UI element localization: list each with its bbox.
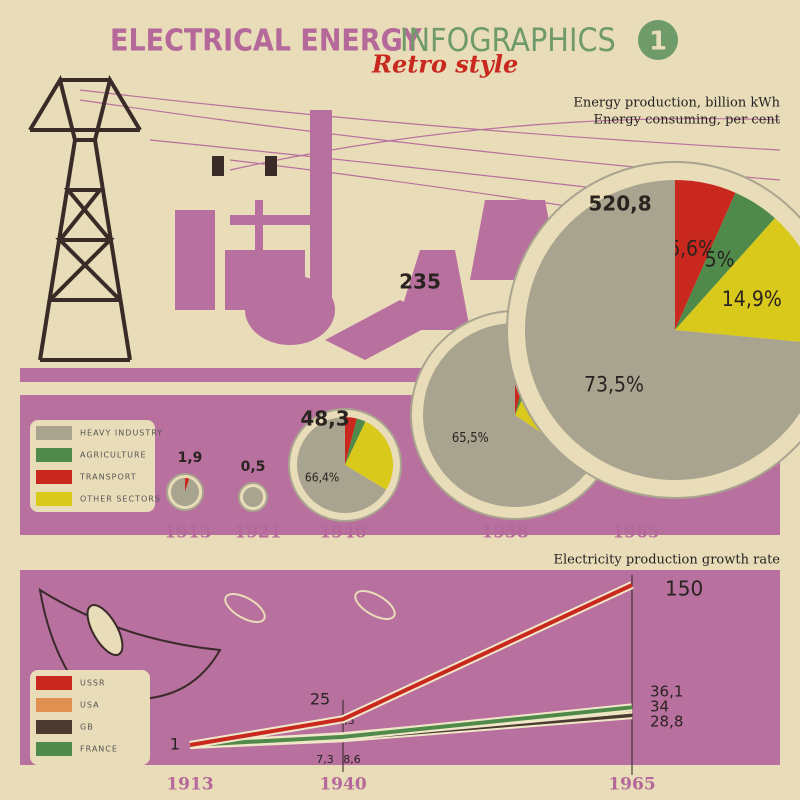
pie-year-label: 1921 (234, 523, 281, 543)
legend-label: USSR (80, 679, 106, 688)
badge-circle (638, 20, 678, 60)
legend-swatch (36, 426, 72, 440)
pie-slice (675, 218, 800, 342)
line-legend-box (30, 670, 150, 765)
line-value-label: 1 (170, 735, 180, 754)
legend-label: GB (80, 723, 94, 732)
pie-total-label: 1,9 (178, 450, 203, 466)
pie-value-label: 14,9% (722, 287, 782, 311)
legend-swatch (36, 470, 72, 484)
x-tick-label: 1940 (319, 775, 366, 795)
pie-year-label: 1965 (612, 523, 659, 543)
line-value-label: 36,1 (650, 683, 683, 701)
pie-slice (675, 180, 736, 330)
pie-slice (171, 478, 200, 507)
legend-swatch (36, 448, 72, 462)
pie-value-label: 73,5% (584, 373, 644, 397)
pie-total-label: 48,3 (300, 407, 349, 431)
pie-total-label: 0,5 (241, 459, 266, 475)
legend-swatch (36, 698, 72, 712)
legend-swatch (36, 742, 72, 756)
pie-title: Energy production, billion kWh (573, 96, 780, 111)
pie-value-label: 65,5% (452, 431, 489, 446)
pie-subtitle: Energy consuming, per cent (594, 113, 781, 128)
pie-total-label: 520,8 (588, 192, 651, 216)
pie-slice (675, 192, 775, 330)
legend-label: OTHER SECTORS (80, 495, 161, 504)
legend-label: TRANSPORT (79, 473, 137, 482)
line-value-label: 150 (665, 577, 703, 601)
title2: INFOGRAPHICS (400, 21, 616, 59)
subtitle: Retro style (371, 50, 518, 79)
line-series (189, 705, 633, 747)
x-tick-label: 1965 (608, 775, 655, 795)
legend-swatch (36, 720, 72, 734)
legend-label: HEAVY INDUSTRY (80, 429, 163, 438)
line-value-label: 28,8 (650, 713, 683, 731)
legend-swatch (36, 492, 72, 506)
line-value-label: 8,6 (343, 753, 361, 766)
pie-slice (297, 417, 387, 513)
line-value-label: 7,3 (316, 753, 334, 766)
line-series (189, 583, 633, 747)
pie-year-label: 1940 (319, 523, 366, 543)
pie-value-label: 5% (705, 248, 735, 272)
legend-label: USA (80, 701, 100, 710)
line-value-label: 34 (650, 698, 669, 716)
pie-slice (243, 487, 263, 507)
pie-year-label: 1913 (164, 523, 211, 543)
line-value-label: 25 (310, 690, 330, 709)
legend-label: AGRICULTURE (80, 451, 147, 460)
title: ELECTRICAL ENERGY (110, 24, 422, 59)
pie-slice (525, 180, 800, 480)
badge: 1 (649, 27, 667, 57)
pie-legend-box (30, 420, 155, 512)
pie-slice (423, 323, 592, 508)
pie-value-label: 66,4% (305, 471, 339, 485)
line-title: Electricity production growth rate (553, 553, 780, 568)
pie-slice (345, 418, 366, 465)
x-tick-label: 1913 (166, 775, 213, 795)
legend-swatch (36, 676, 72, 690)
pie-slice (345, 421, 393, 490)
pie-year-label: 1958 (481, 523, 528, 543)
pie-slice (345, 417, 357, 465)
pie-total-label: 235 (399, 270, 441, 294)
pie-slice (185, 478, 190, 492)
legend-label: FRANCE (80, 745, 118, 754)
